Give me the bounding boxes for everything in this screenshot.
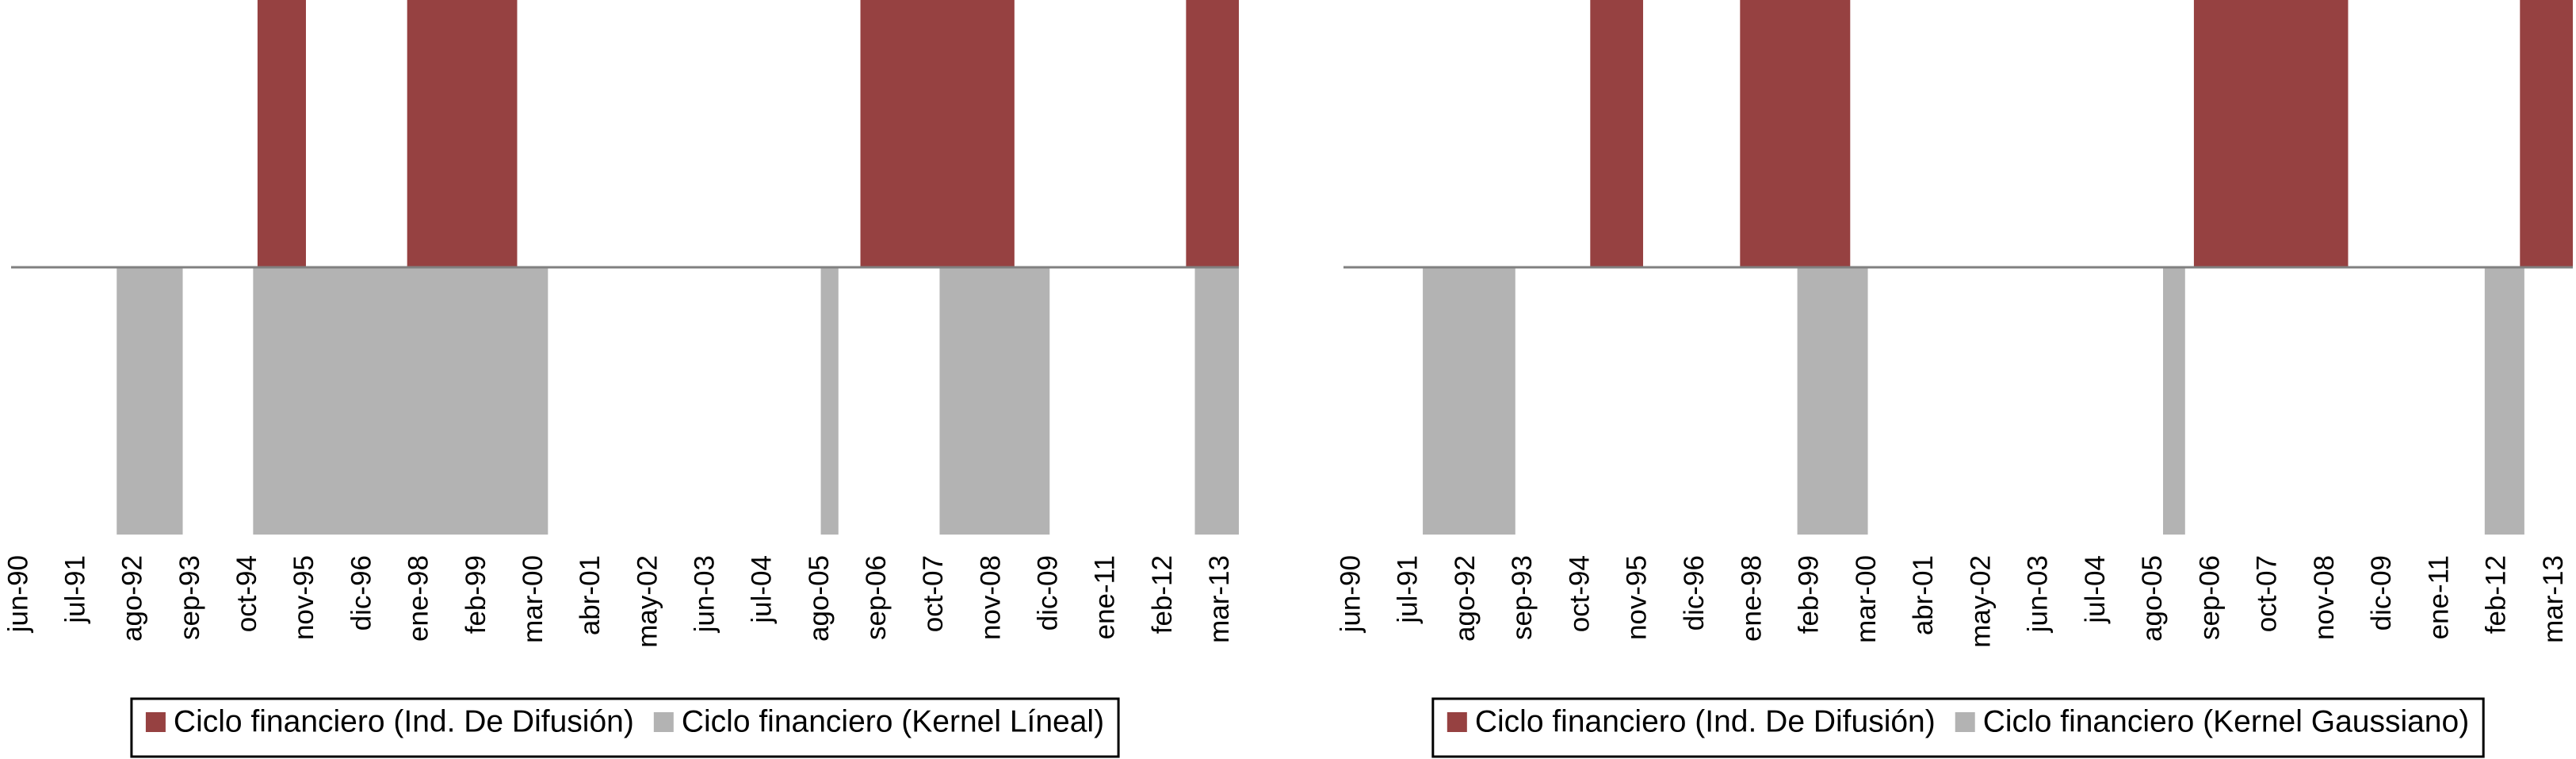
x-tick-label: jul-91 [1393,555,1424,624]
x-tick-label: dic-09 [1033,555,1064,631]
x-tick-label: jun-90 [1335,555,1366,633]
x-tick-label: sep-93 [1507,555,1538,640]
period-bar [1423,267,1515,535]
x-tick-label: ene-11 [2423,555,2454,639]
period-bar [1194,267,1239,535]
x-tick-label: feb-99 [461,555,491,634]
x-tick-label: nov-08 [975,555,1006,640]
x-tick-label: jul-04 [2080,555,2111,624]
period-bar [257,0,306,267]
legend-swatch [1955,712,1975,732]
x-tick-label: jun-03 [2023,555,2054,633]
x-tick-label: mar-00 [1851,555,1882,643]
x-tick-label: dic-96 [346,555,376,631]
x-tick-label: nov-08 [2309,555,2340,640]
legend-swatch [145,712,166,732]
x-tick-label: jul-04 [747,555,778,624]
period-bar [1186,0,1239,267]
legend-box [1431,697,2485,758]
x-tick-label: mar-00 [518,555,548,643]
x-tick-label: ago-92 [117,555,148,642]
x-tick-label: nov-95 [289,555,319,640]
period-bar [2484,267,2524,535]
x-tick-label: oct-94 [1564,555,1595,632]
x-tick-label: abr-01 [575,555,606,635]
x-tick-label: feb-99 [1794,555,1825,634]
x-tick-label: oct-07 [2252,555,2283,632]
chart-panel: jun-90 jul-91 ago-92 sep-93 oct-94 nov-95 dic-… [1335,0,2573,758]
x-tick-label: may-02 [1965,555,1996,648]
period-bar [1590,0,1644,267]
x-tick-label: mar-13 [1204,555,1235,643]
x-tick-label: oct-07 [918,555,949,632]
x-tick-label: feb-12 [2481,555,2512,634]
period-bar [939,267,1050,535]
period-bar [253,267,548,535]
x-tick-label: ago-92 [1450,555,1481,642]
x-tick-label: abr-01 [1908,555,1939,635]
x-tick-label: ene-11 [1090,555,1121,639]
x-tick-label: ene-98 [1736,555,1767,642]
legend-label: Ciclo financiero (Ind. De Difusión) [1475,704,1936,738]
x-tick-label: dic-96 [1679,555,1710,631]
x-tick-label: nov-95 [1622,555,1653,640]
x-tick-label: dic-09 [2366,555,2397,631]
period-bar [117,267,183,535]
x-tick-label: ago-05 [804,555,835,642]
legend-label: Ciclo financiero (Kernel Líneal) [682,704,1104,738]
x-tick-label: sep-06 [2194,555,2225,640]
x-tick-label: sep-93 [174,555,205,640]
period-bar [1797,267,1868,535]
legend-box [130,697,1120,758]
legend-label: Ciclo financiero (Ind. De Difusión) [174,704,634,738]
legend-swatch [1447,712,1467,732]
legend-label: Ciclo financiero (Kernel Gaussiano) [1983,704,2469,738]
x-tick-label: oct-94 [231,555,262,632]
period-bar [1740,0,1851,267]
period-bar [2193,0,2349,267]
x-tick-label: mar-13 [2538,555,2569,643]
period-bar [2520,0,2573,267]
x-tick-label: ago-05 [2137,555,2168,642]
period-bar [2163,267,2185,535]
period-bar [860,0,1015,267]
x-tick-label: ene-98 [403,555,434,642]
chart-panel: jun-90 jul-91 ago-92 sep-93 oct-94 nov-95 dic-… [2,0,1239,758]
legend-swatch [653,712,674,732]
legend: Ciclo financiero (Ind. De Difusión) Ciclo… [130,697,1120,758]
x-tick-label: jun-90 [2,555,33,633]
x-tick-label: feb-12 [1147,555,1178,634]
x-tick-label: jun-03 [689,555,720,633]
period-bar [820,267,839,535]
x-tick-label: sep-06 [861,555,892,640]
legend: Ciclo financiero (Ind. De Difusión) Ciclo… [1431,697,2485,758]
x-tick-label: may-02 [632,555,663,648]
period-bar [407,0,518,267]
x-tick-label: jul-91 [60,555,91,624]
